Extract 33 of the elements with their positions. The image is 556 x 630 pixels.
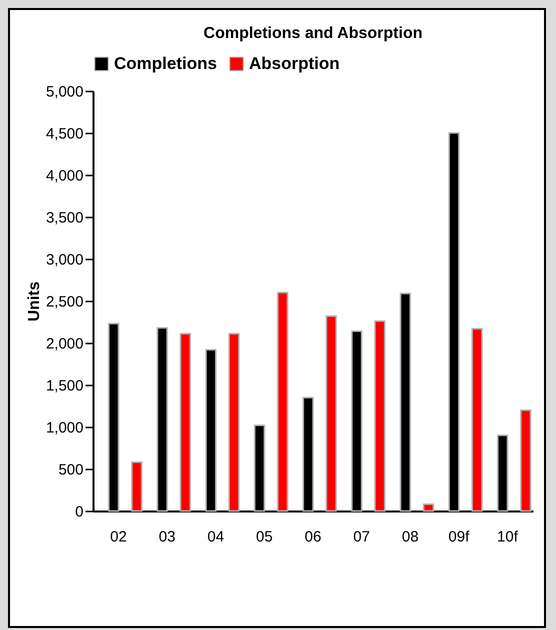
x-tick-label: 03: [158, 528, 176, 546]
x-tick-label: 05: [256, 528, 273, 546]
bar: [131, 462, 142, 512]
bar: [326, 315, 337, 512]
bar: [277, 292, 288, 512]
bar: [520, 409, 532, 512]
y-tick-label: 500: [58, 462, 84, 478]
y-tick-label: 2,000: [46, 336, 84, 352]
y-tick-label: 1,000: [46, 420, 84, 436]
legend-label: Absorption: [249, 54, 340, 73]
y-tick-label: 4,000: [46, 168, 84, 184]
bar: [228, 333, 240, 512]
legend-label: Completions: [114, 54, 217, 73]
x-tick-label: 09f: [448, 528, 470, 546]
bar: [472, 328, 483, 512]
x-tick-label: 02: [110, 528, 127, 546]
bar: [422, 504, 434, 512]
y-tick-label: 2,500: [46, 294, 84, 310]
x-tick-label: 07: [353, 528, 370, 546]
y-tick-label: 4,500: [46, 126, 84, 142]
y-tick-label: 1,500: [46, 378, 84, 394]
x-tick-label: 08: [402, 528, 419, 546]
y-tick-label: 3,500: [46, 210, 84, 226]
x-tick-label: 04: [207, 528, 224, 546]
y-tick-label: 0: [75, 504, 84, 520]
y-tick-label: 3,000: [46, 252, 84, 268]
y-axis-title: Units: [26, 281, 43, 322]
x-tick-label: 06: [304, 528, 322, 546]
bar: [180, 333, 191, 512]
chart-title: Completions and Absorption: [204, 25, 422, 42]
bar: [374, 320, 386, 512]
x-tick-label: 10f: [497, 528, 519, 546]
y-tick-label: 5,000: [46, 84, 84, 100]
